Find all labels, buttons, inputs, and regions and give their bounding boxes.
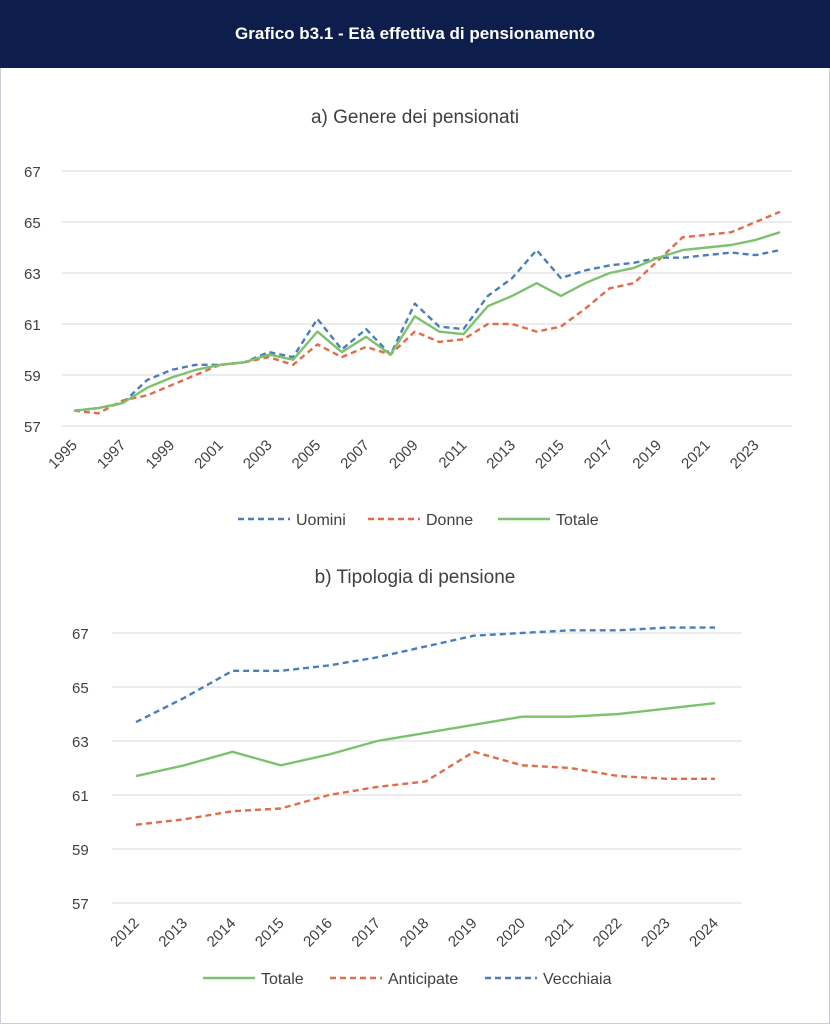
chart-a-x-tick-label: 2007 bbox=[337, 437, 373, 473]
chart-b-y-tick-label: 67 bbox=[72, 626, 89, 643]
chart-b-x-tick-label: 2020 bbox=[493, 915, 529, 951]
chart-b-x-tick-label: 2023 bbox=[638, 915, 674, 951]
chart-a-y-tick-label: 63 bbox=[24, 266, 41, 283]
chart-b-y-tick-label: 57 bbox=[72, 896, 89, 913]
chart-b-y-tick-label: 61 bbox=[72, 788, 89, 805]
chart-a-legend-label: Uomini bbox=[296, 512, 346, 529]
chart-a-legend: Uomini Donne Totale bbox=[238, 512, 599, 529]
chart-a-legend-label: Totale bbox=[556, 512, 599, 529]
chart-a-y-tick-label: 61 bbox=[24, 317, 41, 334]
chart-b-series-line-anticipate bbox=[135, 750, 715, 826]
chart-a-x-tick-label: 2021 bbox=[678, 437, 714, 473]
chart-a-x-tick-label: 2023 bbox=[727, 437, 763, 473]
chart-b-legend-label: Vecchiaia bbox=[543, 971, 612, 988]
chart-a-x-tick-label: 2015 bbox=[532, 437, 568, 473]
chart-b-x-tick-label: 2022 bbox=[590, 915, 626, 951]
figure-title: Grafico b3.1 - Età effettiva di pensiona… bbox=[235, 24, 595, 43]
chart-a-x-tick-label: 2001 bbox=[191, 437, 227, 473]
chart-b-x-tick-label: 2018 bbox=[397, 915, 433, 951]
chart-b-y-tick-label: 63 bbox=[72, 734, 89, 751]
figure-header: Grafico b3.1 - Età effettiva di pensiona… bbox=[0, 0, 830, 68]
chart-a-x-tick-label: 2017 bbox=[581, 437, 617, 473]
chart-b-title: b) Tipologia di pensione bbox=[314, 567, 516, 588]
chart-a-series-line-donne bbox=[73, 210, 781, 415]
chart-b-x-tick-label: 2015 bbox=[252, 915, 288, 951]
chart-a-title: a) Genere dei pensionati bbox=[310, 107, 520, 128]
chart-b-legend-label: Totale bbox=[261, 971, 304, 988]
chart-genere-pensionati: 57 59 61 63 65 67 1995 1997 1999 2001 2003 2005 2007… bbox=[24, 164, 792, 529]
chart-a-series-line-totale bbox=[73, 231, 781, 412]
chart-a-x-tick-label: 2011 bbox=[436, 437, 471, 472]
chart-a-series-line-uomini bbox=[73, 248, 781, 412]
chart-b-series-line-vecchiaia bbox=[135, 626, 715, 724]
chart-a-x-tick-label: 2005 bbox=[289, 437, 325, 473]
chart-a-x-tick-label: 2009 bbox=[386, 437, 422, 473]
chart-a-y-tick-label: 57 bbox=[24, 419, 41, 436]
chart-a-legend-label: Donne bbox=[426, 512, 473, 529]
chart-b-x-tick-label: 2024 bbox=[686, 915, 722, 951]
chart-b-x-tick-label: 2017 bbox=[348, 915, 384, 951]
chart-b-x-tick-label: 2019 bbox=[445, 915, 481, 951]
chart-b-legend-label: Anticipate bbox=[388, 971, 458, 988]
chart-a-x-tick-label: 1997 bbox=[94, 437, 130, 473]
chart-tipologia-pensione: 57 59 61 63 65 67 2012 2013 2014 2015 2016 2017 2018… bbox=[72, 626, 742, 988]
chart-b-y-tick-label: 65 bbox=[72, 680, 89, 697]
chart-b-x-tick-label: 2012 bbox=[107, 915, 143, 951]
chart-a-x-tick-label: 2003 bbox=[240, 437, 276, 473]
chart-b-legend: Totale Anticipate Vecchiaia bbox=[203, 971, 612, 988]
chart-a-y-tick-label: 65 bbox=[24, 215, 41, 232]
chart-b-x-tick-label: 2014 bbox=[204, 915, 240, 951]
chart-b-x-tick-label: 2021 bbox=[541, 915, 577, 951]
chart-a-x-tick-label: 2013 bbox=[483, 437, 519, 473]
chart-b-x-tick-label: 2016 bbox=[300, 915, 336, 951]
chart-a-x-tick-label: 2019 bbox=[629, 437, 665, 473]
chart-b-y-tick-label: 59 bbox=[72, 842, 89, 859]
chart-a-x-tick-label: 1995 bbox=[45, 437, 81, 473]
chart-a-y-tick-label: 59 bbox=[24, 368, 41, 385]
chart-b-x-tick-label: 2013 bbox=[155, 915, 191, 951]
chart-a-x-tick-label: 1999 bbox=[143, 437, 179, 473]
chart-b-series-line-totale bbox=[135, 702, 716, 778]
chart-a-y-tick-label: 67 bbox=[24, 164, 41, 181]
